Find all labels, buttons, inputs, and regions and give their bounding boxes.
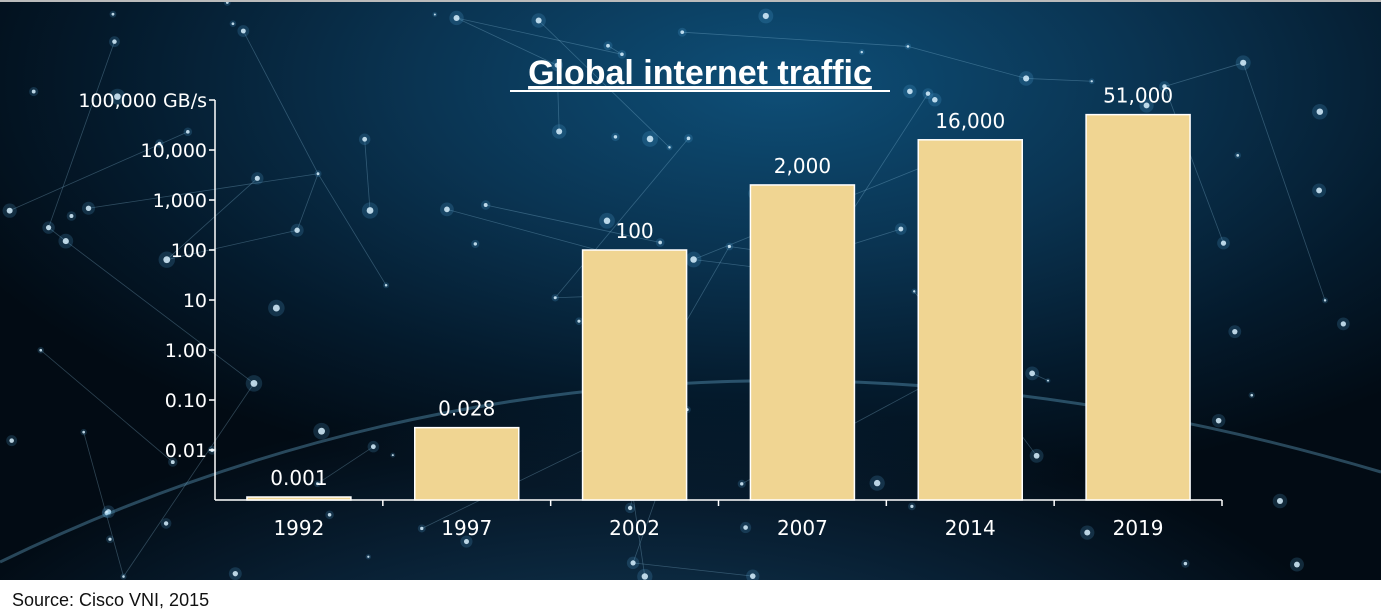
y-tick-label: 0.01 — [165, 440, 207, 462]
value-label-2002: 100 — [615, 219, 653, 243]
bar-1992 — [246, 496, 352, 501]
x-tick-label-2014: 2014 — [945, 516, 996, 540]
value-label-2007: 2,000 — [774, 154, 831, 178]
x-tick-label-1992: 1992 — [273, 516, 324, 540]
value-label-2019: 51,000 — [1103, 84, 1173, 108]
source-note: Source: Cisco VNI, 2015 — [12, 590, 210, 610]
bar-1997 — [414, 426, 520, 501]
bar-2007 — [749, 184, 856, 501]
y-tick-label: 10,000 — [141, 140, 207, 162]
bar-2002 — [581, 249, 688, 501]
bar-chart: Global internet traffic 0.01 0.10 1.00 10 100… — [78, 54, 1223, 540]
chart-panel: Global internet traffic 0.01 0.10 1.00 10 100… — [0, 0, 1381, 580]
value-label-2014: 16,000 — [935, 109, 1005, 133]
bar-2019 — [1085, 113, 1191, 501]
value-label-1997: 0.028 — [438, 397, 495, 421]
y-tick-label: 10 — [183, 290, 207, 312]
value-label-1992: 0.001 — [270, 466, 327, 490]
y-tick-label: 1,000 — [153, 190, 207, 212]
y-tick-label: 1.00 — [165, 340, 207, 362]
y-tick-label: 0.10 — [165, 390, 207, 412]
bar-2014 — [917, 139, 1023, 501]
y-tick-label: 100 — [171, 240, 207, 262]
x-tick-label-2007: 2007 — [777, 516, 828, 540]
x-tick-label-2002: 2002 — [609, 516, 660, 540]
y-tick-label: 100,000 GB/s — [78, 90, 207, 112]
x-tick-label-2019: 2019 — [1113, 516, 1164, 540]
x-tick-label-1997: 1997 — [441, 516, 492, 540]
chart-title: Global internet traffic — [528, 54, 872, 92]
